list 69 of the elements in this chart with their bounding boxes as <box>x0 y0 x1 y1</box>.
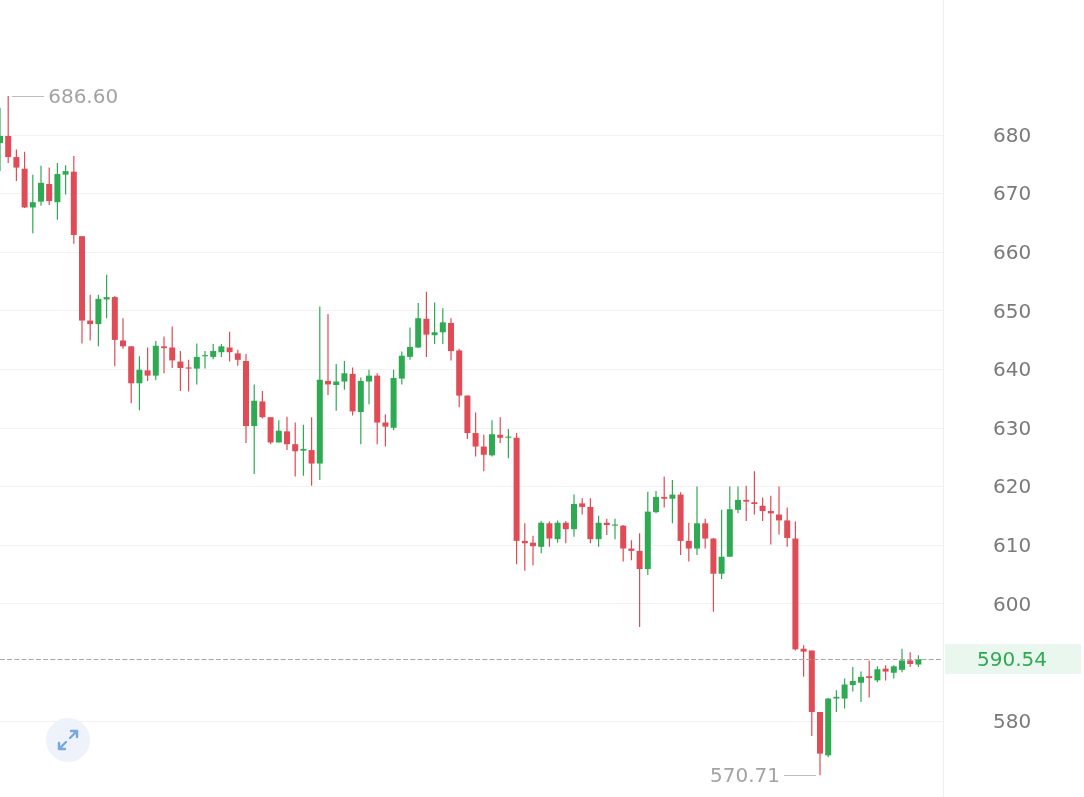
candlestick <box>849 666 856 693</box>
candlestick <box>169 325 176 369</box>
candlestick <box>366 369 372 405</box>
candlestick <box>497 416 504 444</box>
candlestick <box>833 689 840 713</box>
candlestick <box>29 174 36 234</box>
candlestick <box>784 506 791 548</box>
annotation: 686.60 <box>48 84 119 109</box>
candlestick <box>735 485 741 514</box>
candlestick <box>431 301 438 345</box>
y-tick-label: 620 <box>993 474 1032 499</box>
candlestick <box>38 165 44 207</box>
candlestick <box>407 326 413 361</box>
candlestick <box>5 95 12 164</box>
candlestick <box>120 317 126 350</box>
candlestick <box>669 479 676 524</box>
y-tick-label: 680 <box>993 122 1032 147</box>
y-tick-label: 630 <box>993 415 1032 440</box>
candlestick <box>177 350 184 392</box>
candlestick <box>161 335 167 374</box>
candlestick <box>866 659 873 698</box>
y-tick-label: 660 <box>993 239 1032 264</box>
y-tick-label: 640 <box>993 357 1032 382</box>
candlestick <box>341 360 348 391</box>
candlestick <box>423 291 430 358</box>
ref-line-label: 590.54 <box>977 647 1047 672</box>
candlestick <box>718 509 725 580</box>
y-tick-label: 610 <box>993 533 1032 558</box>
candlestick <box>751 470 758 516</box>
candlestick <box>841 678 848 710</box>
candlestick <box>439 307 446 345</box>
candlestick <box>308 416 315 487</box>
candlestick <box>13 148 20 182</box>
candlestick <box>193 342 200 386</box>
candlestick <box>136 355 143 411</box>
candlestick <box>595 515 602 548</box>
candlestick <box>300 424 307 477</box>
candlestick <box>144 346 151 382</box>
candlestick <box>743 485 750 522</box>
candlestick <box>292 421 299 478</box>
candlestick <box>653 490 659 514</box>
candlestick <box>636 532 643 628</box>
candlestick <box>702 518 709 550</box>
candlestick <box>685 522 692 563</box>
candlestick <box>899 648 905 673</box>
y-tick-label: 650 <box>993 298 1032 323</box>
candlestick <box>185 359 192 393</box>
candlestick <box>759 496 766 522</box>
y-tick-label: 600 <box>993 591 1032 616</box>
candlestick <box>398 351 405 386</box>
candlestick <box>46 167 53 206</box>
candlestick <box>62 164 69 196</box>
candlestick <box>554 519 561 544</box>
candlestick <box>480 434 487 472</box>
candlestick <box>661 475 668 509</box>
candlestick <box>620 524 627 563</box>
candlestick <box>612 518 618 540</box>
candlestick <box>382 413 389 448</box>
y-tick-label: 670 <box>993 181 1032 206</box>
candlestick <box>546 520 553 548</box>
candlestick <box>472 411 479 458</box>
candlestick <box>858 670 864 703</box>
candlestick <box>800 644 807 678</box>
candlestick <box>284 416 290 451</box>
y-tick-label: 580 <box>993 708 1032 733</box>
candlestick <box>259 390 266 420</box>
candlestick <box>562 520 569 544</box>
candlestick <box>489 419 495 458</box>
annotation: 570.71 <box>710 763 780 788</box>
